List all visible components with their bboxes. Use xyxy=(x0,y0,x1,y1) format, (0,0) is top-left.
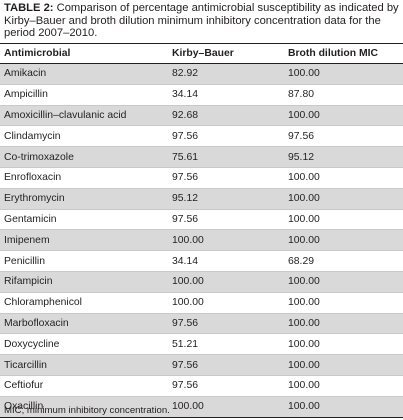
cell-antimicrobial: Amikacin xyxy=(4,68,47,80)
cell-broth-dilution-mic: 100.00 xyxy=(288,338,320,350)
table-caption: TABLE 2: Comparison of percentage antimi… xyxy=(4,2,400,40)
cell-antimicrobial: Ceftiofur xyxy=(4,380,44,392)
cell-kirby-bauer: 97.56 xyxy=(172,317,199,329)
cell-kirby-bauer: 34.14 xyxy=(172,255,199,267)
cell-broth-dilution-mic: 100.00 xyxy=(288,68,320,80)
table-row: Rifampicin 100.00 100.00 xyxy=(0,271,403,293)
cell-broth-dilution-mic: 100.00 xyxy=(288,234,320,246)
cell-broth-dilution-mic: 100.00 xyxy=(288,213,320,225)
cell-broth-dilution-mic: 87.80 xyxy=(288,89,315,101)
cell-kirby-bauer: 75.61 xyxy=(172,151,199,163)
cell-kirby-bauer: 97.56 xyxy=(172,130,199,142)
table-row: Imipenem 100.00 100.00 xyxy=(0,229,403,251)
header-kirby-bauer: Kirby–Bauer xyxy=(172,48,234,59)
cell-antimicrobial: Imipenem xyxy=(4,234,50,246)
cell-broth-dilution-mic: 100.00 xyxy=(288,193,320,205)
cell-broth-dilution-mic: 100.00 xyxy=(288,172,320,184)
cell-broth-dilution-mic: 100.00 xyxy=(288,401,320,413)
cell-antimicrobial: Gentamicin xyxy=(4,213,57,225)
cell-kirby-bauer: 95.12 xyxy=(172,193,199,205)
cell-kirby-bauer: 100.00 xyxy=(172,276,204,288)
table-row: Gentamicin 97.56 100.00 xyxy=(0,209,403,230)
table-row: Ceftiofur 97.56 100.00 xyxy=(0,375,403,397)
cell-kirby-bauer: 51.21 xyxy=(172,338,199,350)
cell-antimicrobial: Amoxicillin–clavulanic acid xyxy=(4,109,127,121)
cell-antimicrobial: Clindamycin xyxy=(4,130,61,142)
table-row: Erythromycin 95.12 100.00 xyxy=(0,188,403,210)
cell-antimicrobial: Rifampicin xyxy=(4,276,53,288)
cell-kirby-bauer: 34.14 xyxy=(172,89,199,101)
cell-antimicrobial: Marbofloxacin xyxy=(4,317,69,329)
cell-kirby-bauer: 97.56 xyxy=(172,359,199,371)
table-row: Doxycycline 51.21 100.00 xyxy=(0,333,403,355)
cell-kirby-bauer: 97.56 xyxy=(172,380,199,392)
table-body: Amikacin 82.92 100.00 Ampicillin 34.14 87.80 A… xyxy=(0,63,403,418)
cell-broth-dilution-mic: 95.12 xyxy=(288,151,315,163)
cell-antimicrobial: Enrofloxacin xyxy=(4,172,62,184)
cell-broth-dilution-mic: 100.00 xyxy=(288,359,320,371)
cell-antimicrobial: Chloramphenicol xyxy=(4,297,82,309)
cell-broth-dilution-mic: 100.00 xyxy=(288,109,320,121)
cell-broth-dilution-mic: 100.00 xyxy=(288,276,320,288)
table-footnote: MIC, minimum inhibitory concentration. xyxy=(4,405,170,416)
cell-kirby-bauer: 100.00 xyxy=(172,297,204,309)
cell-broth-dilution-mic: 100.00 xyxy=(288,317,320,329)
cell-antimicrobial: Ampicillin xyxy=(4,89,48,101)
cell-kirby-bauer: 82.92 xyxy=(172,68,199,80)
table-row: Marbofloxacin 97.56 100.00 xyxy=(0,313,403,334)
table-row: Enrofloxacin 97.56 100.00 xyxy=(0,167,403,189)
cell-broth-dilution-mic: 100.00 xyxy=(288,380,320,392)
table-row: Clindamycin 97.56 97.56 xyxy=(0,125,403,147)
cell-antimicrobial: Doxycycline xyxy=(4,338,60,350)
table-row: Amoxicillin–clavulanic acid 92.68 100.00 xyxy=(0,105,403,126)
table-row: Ticarcillin 97.56 100.00 xyxy=(0,354,403,376)
table-caption-text: Comparison of percentage antimicrobial s… xyxy=(4,2,399,40)
cell-kirby-bauer: 100.00 xyxy=(172,234,204,246)
table-row: Ampicillin 34.14 87.80 xyxy=(0,84,403,106)
cell-antimicrobial: Co-trimoxazole xyxy=(4,151,74,163)
cell-kirby-bauer: 97.56 xyxy=(172,172,199,184)
cell-broth-dilution-mic: 100.00 xyxy=(288,297,320,309)
table-row: Penicillin 34.14 68.29 xyxy=(0,250,403,272)
header-broth-dilution-mic: Broth dilution MIC xyxy=(288,48,379,59)
table-row: Chloramphenicol 100.00 100.00 xyxy=(0,292,403,314)
table-row: Co-trimoxazole 75.61 95.12 xyxy=(0,146,403,168)
table-row: Oxacillin 100.00 100.00 xyxy=(0,396,403,418)
cell-kirby-bauer: 100.00 xyxy=(172,401,204,413)
table-label: TABLE 2: xyxy=(4,2,54,14)
cell-kirby-bauer: 92.68 xyxy=(172,109,199,121)
cell-broth-dilution-mic: 97.56 xyxy=(288,130,315,142)
cell-antimicrobial: Penicillin xyxy=(4,255,46,267)
table-header-row: Antimicrobial Kirby–Bauer Broth dilution… xyxy=(0,43,403,64)
cell-antimicrobial: Erythromycin xyxy=(4,193,65,205)
header-antimicrobial: Antimicrobial xyxy=(4,48,71,59)
table-row: Amikacin 82.92 100.00 xyxy=(0,63,403,85)
cell-antimicrobial: Ticarcillin xyxy=(4,359,47,371)
cell-broth-dilution-mic: 68.29 xyxy=(288,255,315,267)
susceptibility-table: Antimicrobial Kirby–Bauer Broth dilution… xyxy=(0,43,403,418)
cell-antimicrobial: Oxacillin xyxy=(4,401,44,413)
cell-kirby-bauer: 97.56 xyxy=(172,213,199,225)
